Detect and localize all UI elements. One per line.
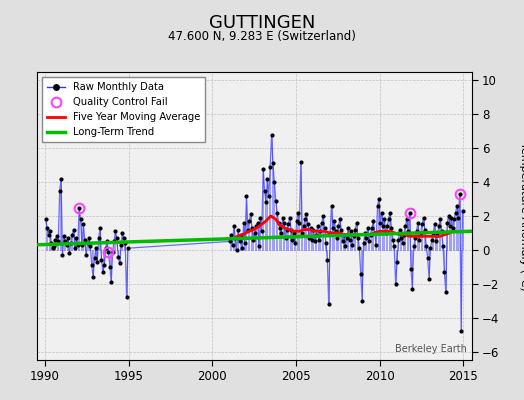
Text: Berkeley Earth: Berkeley Earth: [396, 344, 467, 354]
Text: 47.600 N, 9.283 E (Switzerland): 47.600 N, 9.283 E (Switzerland): [168, 30, 356, 43]
Text: GUTTINGEN: GUTTINGEN: [209, 14, 315, 32]
Legend: Raw Monthly Data, Quality Control Fail, Five Year Moving Average, Long-Term Tren: Raw Monthly Data, Quality Control Fail, …: [42, 77, 205, 142]
Y-axis label: Temperature Anomaly (°C): Temperature Anomaly (°C): [519, 142, 524, 290]
